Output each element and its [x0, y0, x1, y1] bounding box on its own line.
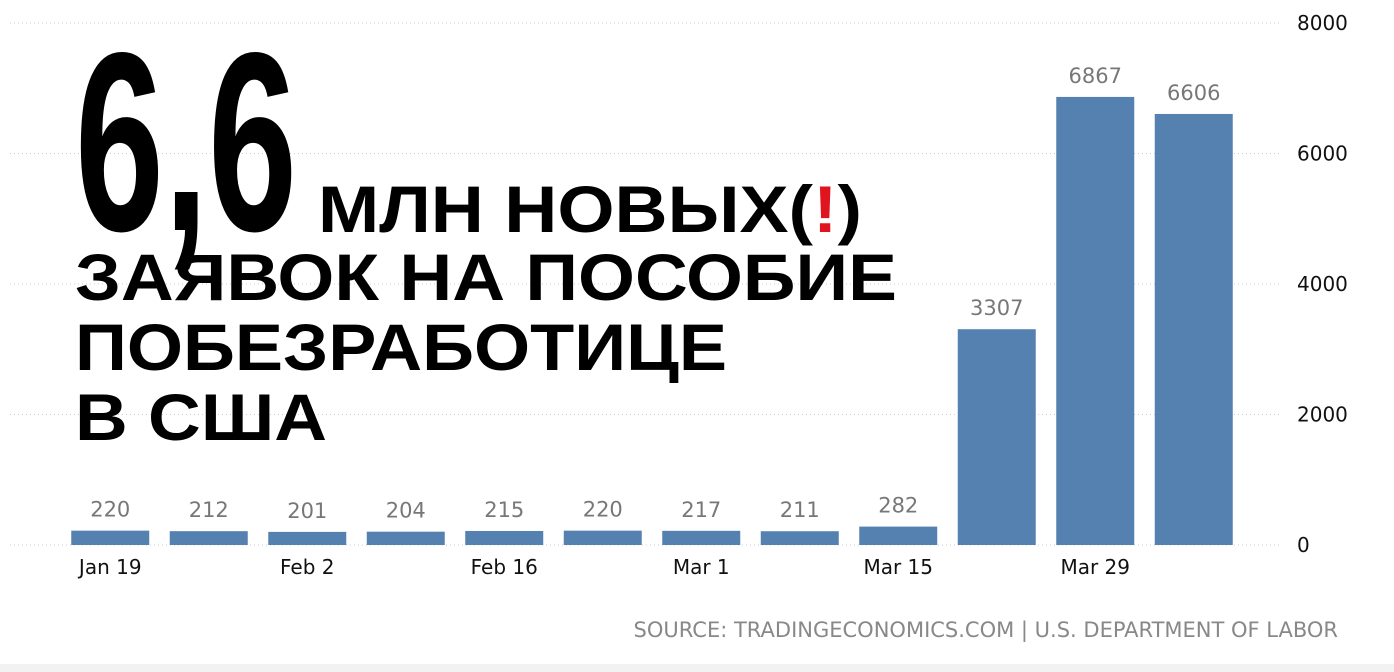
- headline-line: В США: [75, 380, 327, 454]
- value-label: 211: [780, 498, 820, 522]
- value-label: 212: [189, 498, 229, 522]
- value-label: 204: [386, 499, 426, 523]
- value-label: 3307: [970, 296, 1023, 320]
- value-label: 217: [681, 498, 721, 522]
- source: SOURCE: TRADINGECONOMICS.COM | U.S. DEPA…: [634, 618, 1338, 643]
- y-tick-label: 4000: [1297, 272, 1348, 296]
- bar: [662, 530, 741, 545]
- footer-strip: [0, 664, 1394, 672]
- value-label: 282: [878, 494, 918, 518]
- y-tick-label: 0: [1297, 533, 1310, 557]
- x-tick-label: Feb 16: [471, 555, 538, 579]
- value-label: 6867: [1069, 64, 1122, 88]
- bar: [268, 531, 347, 545]
- x-tick-label: Mar 29: [1060, 555, 1130, 579]
- headline-exclaim: !: [813, 172, 837, 246]
- bar: [465, 530, 544, 545]
- value-label: 220: [90, 498, 130, 522]
- bar: [957, 329, 1036, 545]
- value-label: 215: [484, 498, 524, 522]
- x-tick-label: Mar 1: [673, 555, 730, 579]
- bar: [859, 526, 938, 545]
- x-tick-label: Feb 2: [280, 555, 335, 579]
- x-tick-label: Mar 15: [863, 555, 933, 579]
- bar: [563, 530, 642, 545]
- y-tick-label: 8000: [1297, 11, 1348, 35]
- bar: [1154, 113, 1233, 546]
- headline-text: ): [838, 172, 862, 246]
- x-tick-label: Jan 19: [77, 555, 142, 579]
- bar: [1056, 96, 1135, 545]
- bar: [366, 531, 445, 545]
- bar: [169, 531, 248, 545]
- bar: [71, 530, 150, 545]
- value-label: 201: [287, 499, 327, 523]
- headline-line: МЛН НОВЫХ(!): [318, 172, 862, 246]
- headline-text: МЛН НОВЫХ(: [318, 172, 813, 246]
- headline-line: ПОБЕЗРАБОТИЦЕ: [75, 310, 727, 384]
- headline-line: ЗАЯВОК НА ПОСОБИЕ: [75, 240, 897, 314]
- value-label: 6606: [1167, 81, 1220, 105]
- bar: [760, 531, 839, 545]
- headline-number: 6,6: [75, 0, 297, 285]
- y-tick-label: 2000: [1297, 403, 1348, 427]
- plot: 0 2000 4000 6000 8000 Jan 19 220 212 Feb 2 201 204…: [10, 11, 1348, 579]
- value-label: 220: [583, 498, 623, 522]
- y-tick-label: 6000: [1297, 142, 1348, 166]
